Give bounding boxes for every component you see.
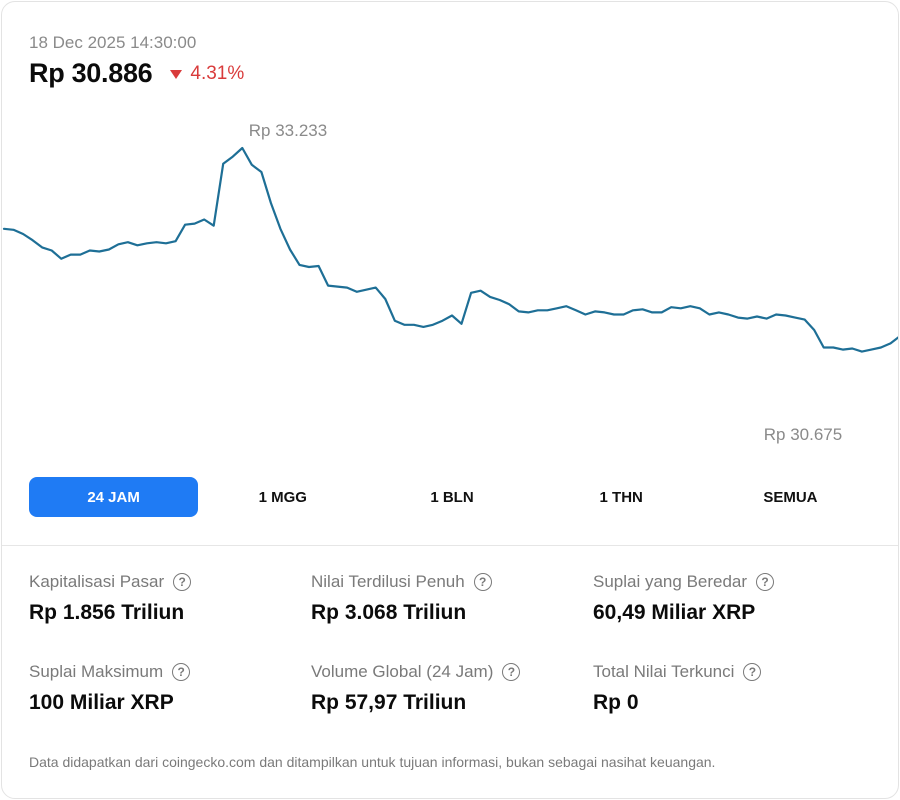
down-triangle-icon <box>170 70 183 79</box>
divider <box>2 545 898 546</box>
question-circle-icon[interactable]: ? <box>756 573 775 591</box>
stat-value: Rp 3.068 Triliun <box>311 601 467 624</box>
stat-circulating-supply: Suplai yang Beredar ? 60,49 Miliar XRP <box>593 572 873 625</box>
stat-value: 60,49 Miliar XRP <box>593 601 756 624</box>
high-price-label: Rp 33.233 <box>249 121 327 140</box>
tab-1-bln[interactable]: 1 BLN <box>430 488 474 506</box>
stat-label: Suplai Maksimum <box>29 662 164 681</box>
stat-market-cap: Kapitalisasi Pasar ? Rp 1.856 Triliun <box>29 572 309 625</box>
question-circle-icon[interactable]: ? <box>173 573 192 591</box>
stat-label: Kapitalisasi Pasar <box>29 572 165 591</box>
stat-value: Rp 1.856 Triliun <box>29 601 185 624</box>
price-change: 4.31% <box>170 63 244 85</box>
stat-label: Suplai yang Beredar <box>593 572 748 591</box>
current-price: Rp 30.886 <box>29 58 153 88</box>
stat-label: Nilai Terdilusi Penuh <box>311 572 465 591</box>
disclaimer: Data didapatkan dari coingecko.com dan d… <box>29 754 716 770</box>
tab-semua[interactable]: SEMUA <box>763 488 818 506</box>
stat-label: Volume Global (24 Jam) <box>311 662 494 681</box>
stat-value: Rp 0 <box>593 691 639 714</box>
stat-max-supply: Suplai Maksimum ? 100 Miliar XRP <box>29 662 309 715</box>
price-chart-svg: Rp 33.233 Rp 30.675 <box>2 121 898 444</box>
question-circle-icon[interactable]: ? <box>172 663 191 681</box>
stat-label: Total Nilai Terkunci <box>593 662 735 681</box>
price-row: Rp 30.886 4.31% <box>29 58 244 89</box>
timestamp: 18 Dec 2025 14:30:00 <box>29 33 197 52</box>
tab-1-thn[interactable]: 1 THN <box>599 488 643 506</box>
price-chart[interactable]: Rp 33.233 Rp 30.675 <box>2 112 898 452</box>
low-price-label: Rp 30.675 <box>764 425 842 444</box>
stat-value: 100 Miliar XRP <box>29 691 174 714</box>
tab-1-mgg[interactable]: 1 MGG <box>258 488 307 506</box>
stat-value: Rp 57,97 Triliun <box>311 691 467 714</box>
tab-24-jam[interactable]: 24 JAM <box>29 477 199 517</box>
timeframe-tabs: 24 JAM 1 MGG 1 BLN 1 THN SEMUA <box>29 477 875 517</box>
stat-global-volume: Volume Global (24 Jam) ? Rp 57,97 Triliu… <box>311 662 591 715</box>
price-change-percent: 4.31% <box>190 62 245 84</box>
price-line <box>2 146 898 353</box>
stat-total-value-locked: Total Nilai Terkunci ? Rp 0 <box>593 662 873 715</box>
question-circle-icon[interactable]: ? <box>473 573 492 591</box>
question-circle-icon[interactable]: ? <box>502 663 521 681</box>
question-circle-icon[interactable]: ? <box>743 663 762 681</box>
stat-fully-diluted: Nilai Terdilusi Penuh ? Rp 3.068 Triliun <box>311 572 591 625</box>
